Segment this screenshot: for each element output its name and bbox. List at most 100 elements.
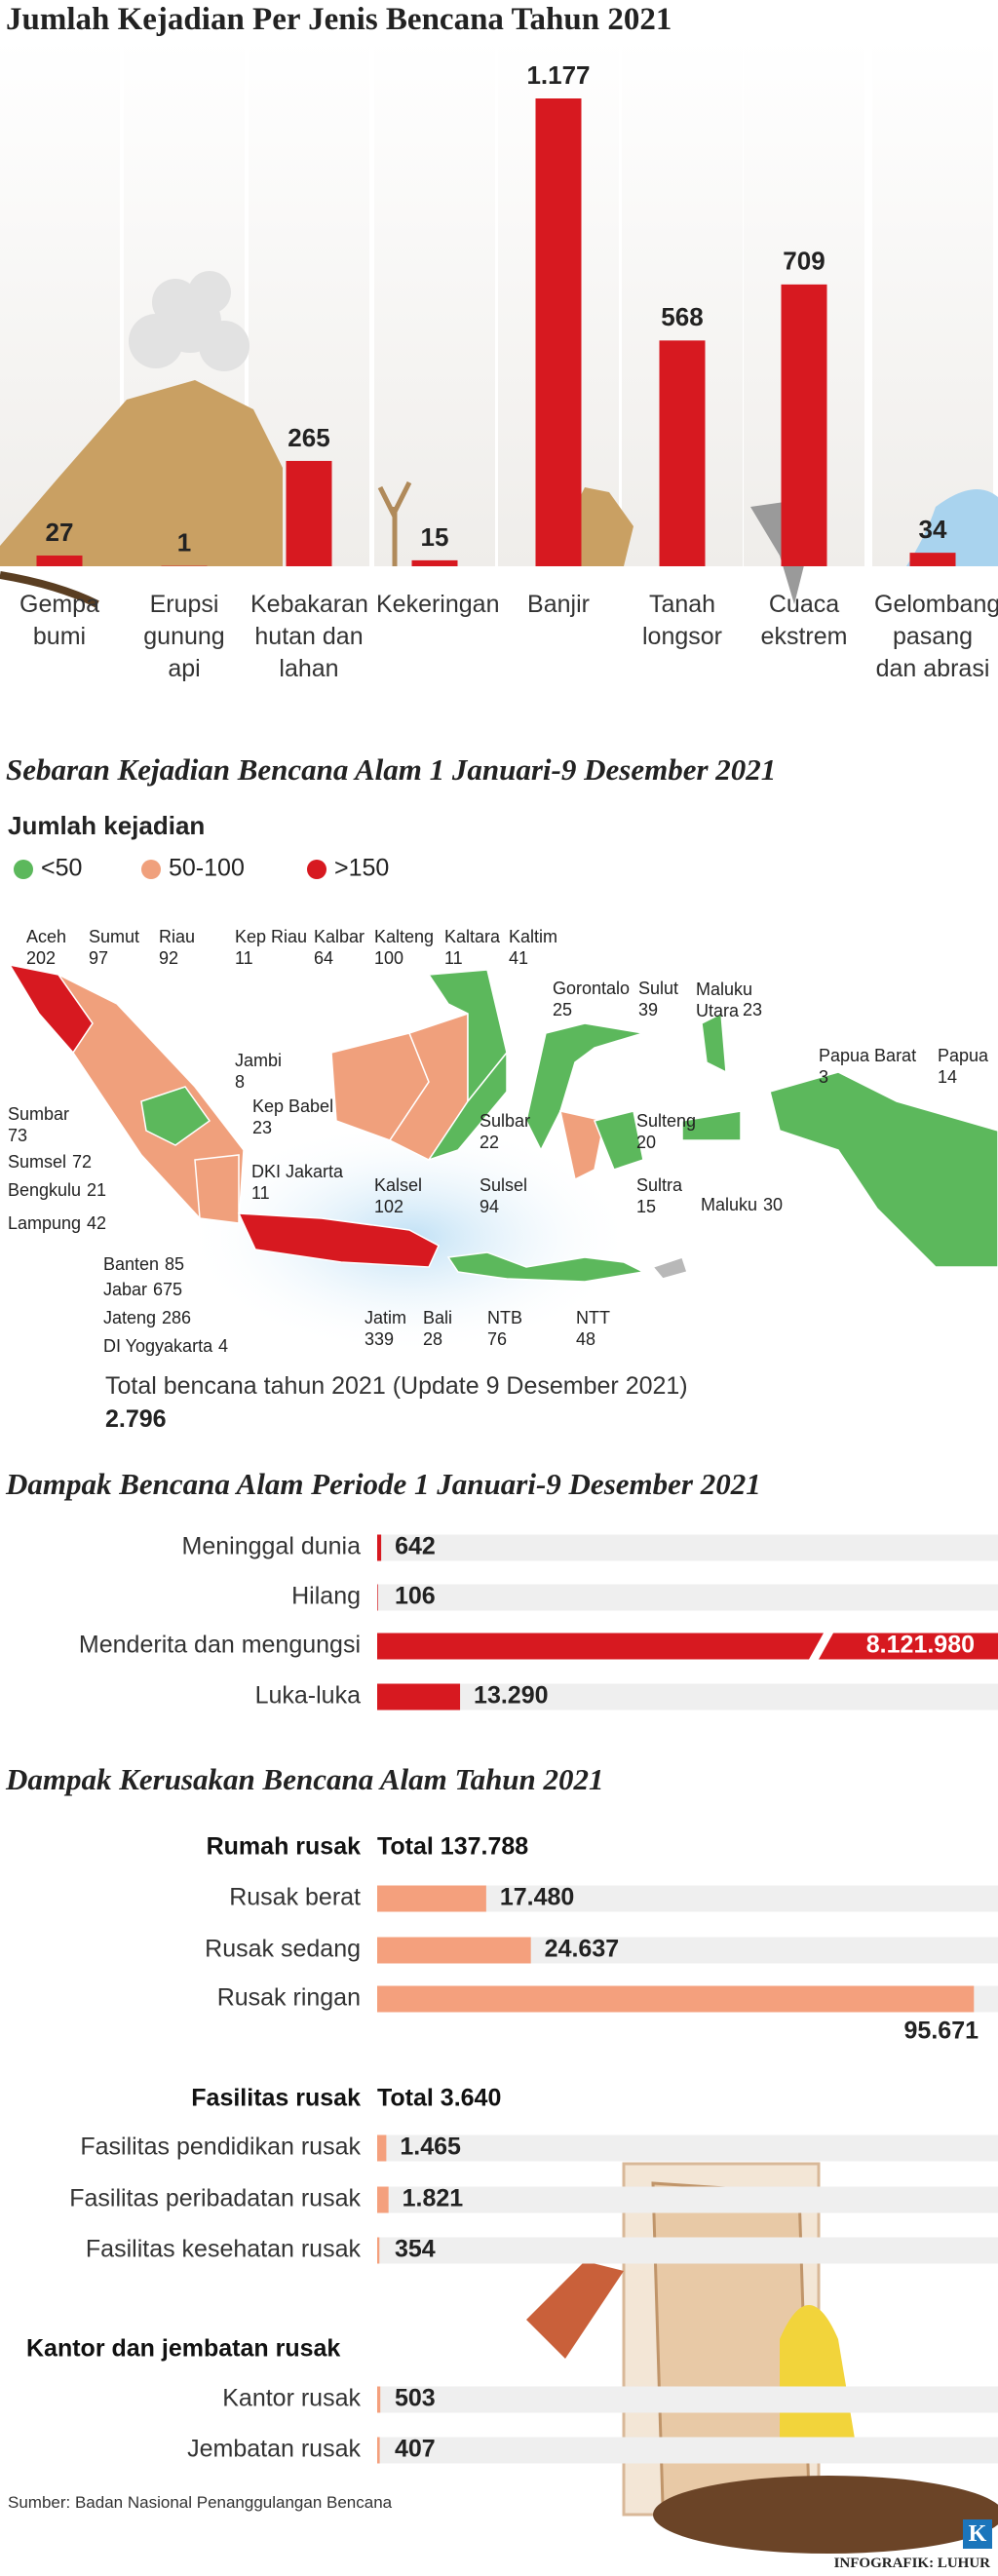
region-name: NTT <box>576 1308 610 1327</box>
region-value: 339 <box>365 1329 395 1349</box>
region-value: 41 <box>509 948 529 968</box>
region-value: 102 <box>374 1197 404 1216</box>
region-name: DI Yogyakarta <box>103 1336 213 1356</box>
region-value: 73 <box>8 1126 28 1145</box>
value-label: 34 <box>919 515 947 544</box>
row-label: Rusak berat <box>229 1884 361 1911</box>
row-bg <box>377 2386 998 2413</box>
section-title: Dampak Kerusakan Bencana Alam Tahun 2021 <box>6 1762 604 1796</box>
section-title: Sebaran Kejadian Bencana Alam 1 Januari-… <box>6 752 777 787</box>
tree-illustration <box>377 481 412 566</box>
row-bg <box>377 1534 998 1561</box>
region-name: DKI Jakarta <box>251 1162 344 1181</box>
ground-crack <box>0 571 99 608</box>
region-value: 11 <box>235 948 253 968</box>
region-value: 85 <box>165 1254 185 1274</box>
region-name: Jabar <box>103 1280 148 1299</box>
region-value: 286 <box>162 1308 192 1327</box>
value-label: 1.821 <box>403 2185 464 2212</box>
value-label: 15 <box>421 522 449 552</box>
value-label: 407 <box>395 2436 436 2463</box>
region-name: Sumut <box>89 927 140 946</box>
region-name: Maluku <box>701 1195 758 1214</box>
smoke-illustration <box>129 271 250 371</box>
bar <box>377 1633 998 1660</box>
logo: K <box>963 2519 992 2549</box>
region-value: 28 <box>423 1329 443 1349</box>
region-value: 48 <box>576 1329 596 1349</box>
bar-break <box>809 1633 833 1660</box>
row-label: Luka-luka <box>255 1682 361 1710</box>
region-value: 72 <box>72 1152 93 1172</box>
category-label: Erupsi gunung api <box>143 591 225 682</box>
region-value: 100 <box>374 948 404 968</box>
region-name: Gorontalo <box>553 979 631 998</box>
volcano-illustration <box>0 380 283 566</box>
region-value: 64 <box>314 948 334 968</box>
value-label: 1.465 <box>400 2134 461 2161</box>
bar <box>377 2134 387 2162</box>
region-value: 21 <box>87 1180 107 1200</box>
bar <box>377 1584 378 1611</box>
legend-title: Jumlah kejadian <box>8 811 206 840</box>
value-label: 17.480 <box>500 1884 574 1911</box>
row-label: Fasilitas peribadatan rusak <box>69 2185 361 2212</box>
value-label: 95.671 <box>904 2018 979 2045</box>
region-name: Sulbar <box>480 1111 531 1131</box>
region-name: Maluku Utara <box>696 980 753 1020</box>
region-name: Riau <box>159 927 196 946</box>
region-name: Sulteng <box>636 1111 697 1131</box>
row-bg <box>377 2237 998 2264</box>
value-label: 24.637 <box>545 1936 619 1963</box>
bar <box>377 1937 531 1964</box>
value-label: 503 <box>395 2385 436 2412</box>
region-name: Bali <box>423 1308 453 1327</box>
legend-swatch <box>141 860 161 879</box>
region-name: Bengkulu <box>8 1180 82 1200</box>
section-title: Dampak Bencana Alam Periode 1 Januari-9 … <box>6 1467 761 1501</box>
region-name: Jatim <box>365 1308 407 1327</box>
region-value: 15 <box>636 1197 657 1216</box>
region-name: Kaltara <box>444 927 501 946</box>
region-value: 39 <box>638 1000 659 1019</box>
region-name: Papua Barat <box>819 1046 917 1065</box>
region-value: 11 <box>251 1183 270 1203</box>
total-text: Total bencana tahun 2021 (Update 9 Desem… <box>105 1372 688 1400</box>
value-label: 568 <box>661 302 703 331</box>
region-name: Sultra <box>636 1175 683 1195</box>
region-value: 92 <box>159 948 179 968</box>
region-name: Sulsel <box>480 1175 528 1195</box>
column-bg <box>872 39 993 566</box>
row-label: Kantor rusak <box>222 2385 361 2412</box>
row-bg <box>377 2437 998 2464</box>
category-label: Kebakaran hutan dan lahan <box>250 591 368 682</box>
region-value: 30 <box>763 1195 784 1214</box>
bar <box>781 284 827 566</box>
region-value: 97 <box>89 948 109 968</box>
region-name: Aceh <box>26 927 67 946</box>
region-value: 42 <box>87 1213 107 1233</box>
bar <box>909 553 956 566</box>
region-name: Banten <box>103 1254 160 1274</box>
bar <box>377 2386 381 2413</box>
value-label: 13.290 <box>474 1682 548 1710</box>
region-value: 23 <box>252 1118 273 1137</box>
region-name: Jambi <box>235 1051 283 1070</box>
region-name: Sumbar <box>8 1104 70 1124</box>
value-label: 27 <box>46 518 74 547</box>
map <box>8 963 998 1283</box>
region-name: Kep Riau <box>235 927 308 946</box>
bar <box>36 555 83 566</box>
legend-label: >150 <box>334 855 389 882</box>
row-bg <box>377 2134 998 2162</box>
region-value: 94 <box>480 1197 500 1216</box>
legend-label: <50 <box>41 855 82 882</box>
flood-illustration <box>565 487 633 566</box>
chart-title: Jumlah Kejadian Per Jenis Bencana Tahun … <box>6 2 672 37</box>
credit: INFOGRAFIK: LUHUR <box>833 2556 990 2571</box>
category-label: Tanah longsor <box>642 591 722 650</box>
legend-swatch <box>14 860 33 879</box>
region-name: Sulut <box>638 979 679 998</box>
value-label: 8.121.980 <box>866 1632 975 1659</box>
